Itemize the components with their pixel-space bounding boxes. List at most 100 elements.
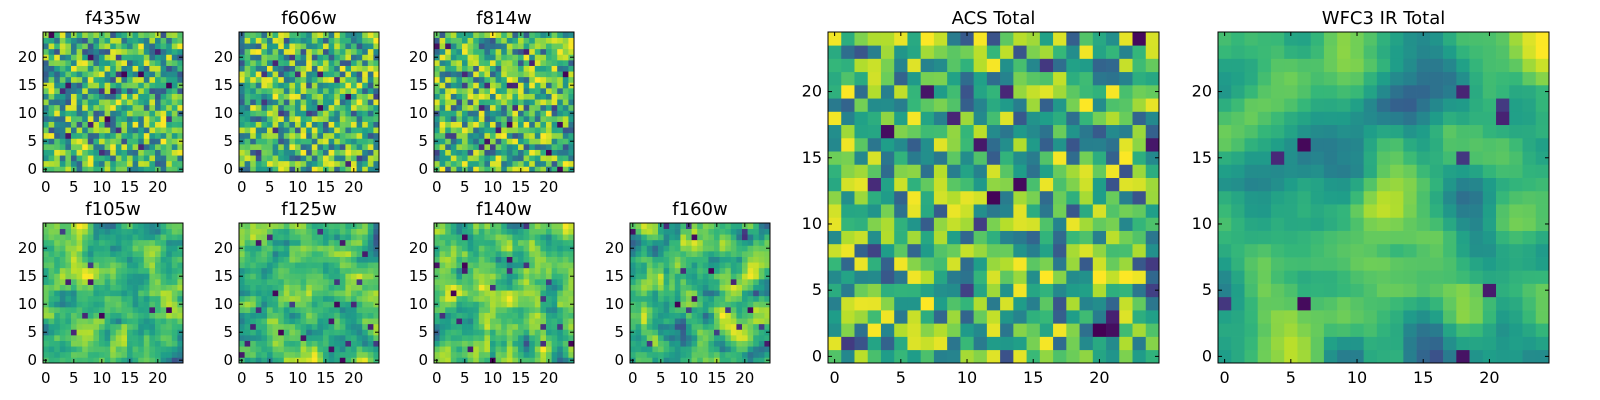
heatmap-cell (127, 160, 133, 167)
heatmap-cell (1026, 204, 1041, 218)
heatmap-cell (753, 329, 760, 336)
heatmap-cell (867, 283, 882, 298)
heatmap-cell (652, 251, 659, 257)
heatmap-cell (907, 336, 922, 351)
heatmap-cell (43, 37, 49, 44)
heatmap-cell (518, 267, 524, 274)
heatmap-cell (362, 155, 369, 162)
heatmap-cell (171, 121, 178, 128)
heatmap-cell (680, 307, 687, 313)
heatmap-cell (680, 318, 687, 325)
heatmap-cell (65, 93, 72, 100)
heatmap-cell (467, 127, 474, 134)
heatmap-cell (450, 273, 457, 280)
heatmap-cell (317, 144, 324, 150)
heatmap-cell (160, 234, 167, 241)
heatmap-cell (121, 82, 128, 89)
heatmap-cell (177, 307, 184, 313)
heatmap-cell (1000, 257, 1014, 271)
heatmap-cell (1039, 323, 1054, 337)
heatmap-cell (450, 301, 457, 308)
heatmap-cell (434, 99, 440, 106)
heatmap-cell (456, 251, 463, 257)
heatmap-cell (1039, 270, 1054, 284)
heatmap-cell (306, 318, 313, 325)
heatmap-cell (714, 351, 720, 358)
heatmap-cell (663, 318, 670, 325)
heatmap-cell (652, 273, 659, 280)
heatmap-cell (646, 256, 653, 263)
heatmap-cell (551, 82, 558, 89)
heatmap-cell (311, 76, 318, 83)
heatmap-cell (295, 116, 301, 122)
heatmap-cell (540, 32, 547, 38)
heatmap-cell (143, 166, 150, 173)
heatmap-cell (894, 151, 908, 165)
heatmap-cell (295, 262, 301, 269)
heatmap-cell (76, 71, 83, 78)
heatmap-cell (764, 223, 771, 229)
heatmap-cell (65, 251, 72, 257)
heatmap-cell (1066, 310, 1080, 324)
heatmap-cell (244, 155, 251, 162)
heatmap-cell (742, 262, 748, 269)
heatmap-cell (93, 104, 100, 111)
heatmap-cell (551, 110, 558, 117)
heatmap-cell (456, 76, 463, 83)
heatmap-cell (473, 223, 480, 229)
heatmap-cell (506, 239, 513, 246)
heatmap-cell (764, 234, 771, 241)
heatmap-cell (267, 279, 273, 285)
heatmap-cell (104, 267, 111, 274)
heatmap-cell (121, 155, 128, 162)
heatmap-cell (551, 318, 558, 325)
heatmap-cell (76, 223, 83, 229)
heatmap-cell (719, 279, 726, 285)
heatmap-cell (907, 270, 922, 284)
heatmap-cell (635, 284, 642, 291)
heatmap-cell (339, 318, 346, 325)
heatmap-cell (490, 312, 496, 319)
heatmap-cell (76, 43, 83, 50)
heatmap-cell (714, 284, 720, 291)
heatmap-cell (171, 273, 178, 280)
heatmap-cell (54, 60, 61, 66)
heatmap-cell (562, 239, 569, 246)
heatmap-cell (93, 110, 100, 117)
heatmap-cell (334, 256, 341, 263)
heatmap-cell (540, 318, 547, 325)
heatmap-cell (99, 144, 105, 150)
heatmap-cell (529, 329, 536, 336)
heatmap-cell (367, 37, 374, 44)
heatmap-cell (244, 110, 251, 117)
heatmap-cell (99, 340, 105, 347)
heatmap-cell (434, 312, 440, 319)
heatmap-cell (450, 127, 457, 134)
heatmap-cell (250, 76, 257, 83)
heatmap-cell (445, 65, 452, 72)
heatmap-cell (758, 335, 765, 341)
heatmap-cell (127, 138, 133, 145)
heatmap-cell (311, 239, 318, 246)
heatmap-cell (278, 245, 285, 252)
heatmap-cell (534, 251, 541, 257)
heatmap-cell (345, 245, 352, 252)
heatmap-cell (289, 99, 296, 106)
heatmap-cell (71, 60, 77, 66)
heatmap-cell (658, 335, 664, 341)
heatmap-cell (76, 155, 83, 162)
heatmap-cell (473, 267, 480, 274)
heatmap-cell (523, 228, 530, 235)
heatmap-cell (680, 323, 687, 330)
heatmap-cell (356, 166, 363, 173)
heatmap-cell (317, 48, 324, 55)
heatmap-cell (323, 262, 329, 269)
heatmap-cell (546, 245, 552, 252)
heatmap-cell (138, 71, 145, 78)
heatmap-cell (434, 144, 440, 150)
heatmap-cell (356, 251, 363, 257)
heatmap-cell (149, 234, 156, 241)
heatmap-cell (306, 329, 313, 336)
heatmap-cell (697, 290, 704, 297)
